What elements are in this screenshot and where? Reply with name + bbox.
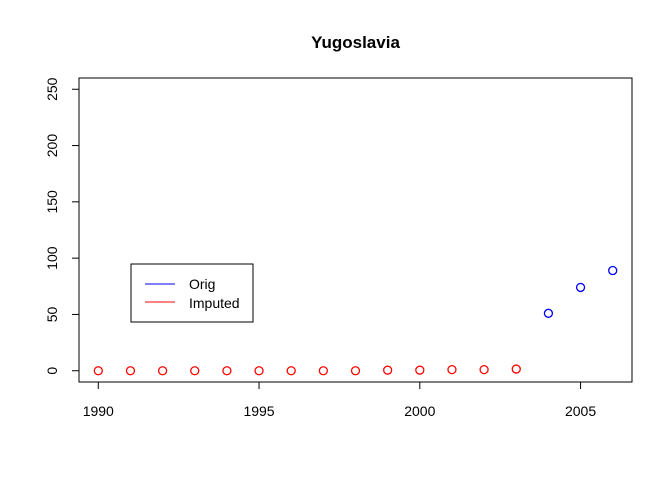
y-axis: 0 50 100 150 200 250 [44,77,80,375]
legend-label-imputed: Imputed [189,295,240,311]
point-imputed-1993 [190,366,200,376]
y-tick-label-50: 50 [44,306,60,322]
y-tick-label-150: 150 [44,190,60,214]
y-tick-label-200: 200 [44,134,60,158]
point-imputed-2003 [511,364,521,374]
point-imputed-1990 [93,366,103,376]
point-orig-2005 [575,282,586,293]
x-tick-label-1990: 1990 [83,403,114,419]
point-imputed-1997 [318,366,328,376]
point-imputed-1995 [254,366,264,376]
chart-title: Yugoslavia [311,33,400,52]
legend: Orig Imputed [130,263,254,323]
y-tick-label-0: 0 [44,367,60,375]
point-imputed-2000 [415,365,425,375]
point-orig-2006 [608,265,618,276]
y-tick-label-250: 250 [44,77,60,101]
point-imputed-1998 [350,366,361,376]
x-tick-label-1995: 1995 [243,403,274,419]
y-tick-label-100: 100 [44,246,60,270]
x-tick-label-2000: 2000 [404,403,435,419]
x-tick-label-2005: 2005 [565,403,596,419]
point-imputed-1994 [222,366,232,376]
plot-area-frame [78,77,633,383]
point-imputed-1996 [286,366,296,376]
point-imputed-1999 [383,365,393,375]
point-imputed-1992 [157,366,168,376]
point-imputed-1991 [125,366,136,376]
legend-box [130,263,254,323]
point-imputed-2002 [479,364,489,375]
point-imputed-2001 [447,364,457,375]
legend-label-orig: Orig [189,276,215,292]
point-orig-2004 [543,308,554,318]
x-axis: 1990 1995 2000 2005 [83,381,596,419]
data-points [93,265,618,376]
